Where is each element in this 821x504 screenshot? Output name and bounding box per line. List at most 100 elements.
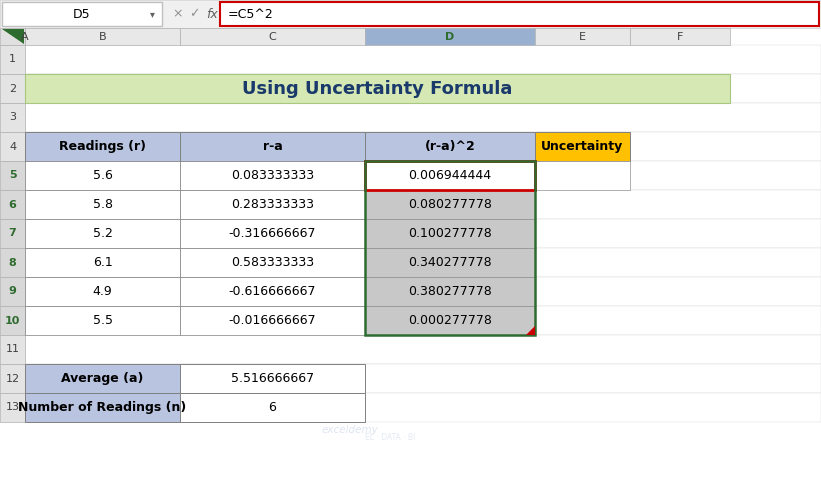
- Bar: [25, 393, 821, 422]
- Text: C: C: [268, 31, 277, 41]
- Polygon shape: [2, 29, 24, 44]
- Bar: [25, 28, 180, 45]
- Bar: [0, 393, 25, 422]
- Bar: [180, 306, 365, 335]
- Text: 9: 9: [8, 286, 16, 296]
- Text: =C5^2: =C5^2: [228, 8, 273, 21]
- Text: 13: 13: [6, 403, 20, 412]
- Bar: [25, 364, 180, 393]
- Bar: [180, 364, 365, 393]
- Bar: [180, 161, 365, 190]
- Bar: [365, 161, 535, 190]
- Bar: [25, 306, 821, 335]
- Text: 11: 11: [6, 345, 20, 354]
- Bar: [365, 248, 535, 277]
- Text: A: A: [21, 31, 29, 41]
- Bar: [535, 161, 630, 190]
- Bar: [0, 45, 25, 74]
- Text: ▾: ▾: [149, 9, 154, 19]
- Bar: [2, 2, 162, 26]
- Bar: [180, 132, 365, 161]
- Bar: [0, 190, 25, 219]
- Text: 5.2: 5.2: [93, 227, 112, 240]
- Text: Using Uncertainty Formula: Using Uncertainty Formula: [242, 80, 512, 97]
- Text: fx: fx: [206, 8, 218, 21]
- Bar: [180, 190, 365, 219]
- Text: Uncertainty: Uncertainty: [541, 140, 624, 153]
- Bar: [180, 393, 365, 422]
- Text: r-a: r-a: [263, 140, 282, 153]
- Bar: [25, 277, 821, 306]
- Polygon shape: [526, 326, 535, 335]
- Bar: [365, 190, 535, 219]
- Text: exceldemy: exceldemy: [322, 425, 378, 435]
- Bar: [25, 132, 821, 161]
- Text: 0.100277778: 0.100277778: [408, 227, 492, 240]
- Text: ✓: ✓: [189, 8, 200, 21]
- Bar: [0, 161, 25, 190]
- Bar: [25, 74, 730, 103]
- Text: 10: 10: [5, 316, 21, 326]
- Bar: [630, 28, 730, 45]
- Text: 0.380277778: 0.380277778: [408, 285, 492, 298]
- Text: Readings (r): Readings (r): [59, 140, 146, 153]
- Bar: [365, 219, 535, 248]
- Text: F: F: [677, 31, 683, 41]
- Bar: [180, 28, 365, 45]
- Bar: [0, 219, 25, 248]
- Text: E: E: [579, 31, 586, 41]
- Bar: [25, 248, 821, 277]
- Text: 0.000277778: 0.000277778: [408, 314, 492, 327]
- Text: 7: 7: [9, 228, 16, 238]
- Text: 3: 3: [9, 112, 16, 122]
- Bar: [365, 132, 535, 161]
- Bar: [25, 132, 180, 161]
- Bar: [25, 277, 180, 306]
- Bar: [0, 0, 821, 28]
- Text: -0.616666667: -0.616666667: [229, 285, 316, 298]
- Text: 0.083333333: 0.083333333: [231, 169, 314, 182]
- Text: B: B: [99, 31, 106, 41]
- Text: 0.283333333: 0.283333333: [231, 198, 314, 211]
- Text: 5.6: 5.6: [93, 169, 112, 182]
- Bar: [0, 132, 25, 161]
- Text: 0.340277778: 0.340277778: [408, 256, 492, 269]
- Bar: [0, 364, 25, 393]
- Text: -0.316666667: -0.316666667: [229, 227, 316, 240]
- Text: 6.1: 6.1: [93, 256, 112, 269]
- Text: Average (a): Average (a): [62, 372, 144, 385]
- Text: ×: ×: [172, 8, 183, 21]
- Text: D5: D5: [73, 8, 91, 21]
- Bar: [365, 161, 535, 190]
- Bar: [25, 364, 821, 393]
- Text: D: D: [445, 31, 455, 41]
- Bar: [25, 393, 180, 422]
- Bar: [168, 2, 228, 26]
- Bar: [0, 306, 25, 335]
- Bar: [535, 28, 630, 45]
- Text: 1: 1: [9, 54, 16, 65]
- Bar: [220, 2, 819, 26]
- Bar: [25, 74, 821, 103]
- Bar: [25, 161, 821, 190]
- Bar: [365, 306, 535, 335]
- Bar: [180, 219, 365, 248]
- Bar: [0, 28, 25, 45]
- Bar: [25, 219, 821, 248]
- Bar: [25, 219, 180, 248]
- Bar: [25, 103, 821, 132]
- Text: 0.006944444: 0.006944444: [408, 169, 492, 182]
- Text: EL · DATA · BI: EL · DATA · BI: [365, 433, 415, 443]
- Text: 8: 8: [9, 258, 16, 268]
- Text: 6: 6: [8, 200, 16, 210]
- Bar: [25, 190, 821, 219]
- Bar: [25, 306, 180, 335]
- Text: 5.516666667: 5.516666667: [231, 372, 314, 385]
- Bar: [0, 335, 25, 364]
- Text: 5.5: 5.5: [93, 314, 112, 327]
- Bar: [365, 277, 535, 306]
- Bar: [0, 248, 25, 277]
- Text: 0.080277778: 0.080277778: [408, 198, 492, 211]
- Bar: [180, 248, 365, 277]
- Bar: [25, 190, 180, 219]
